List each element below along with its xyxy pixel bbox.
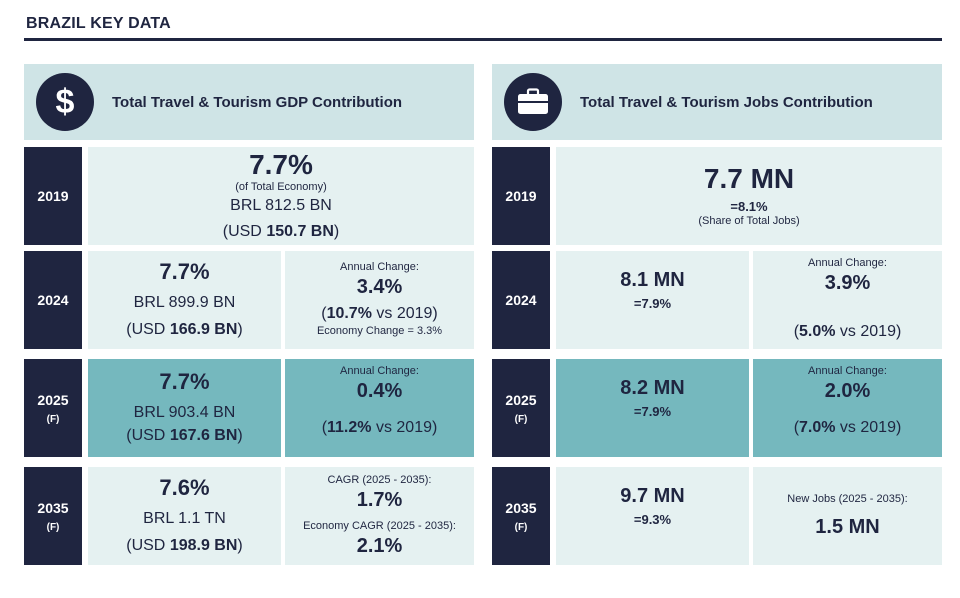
year-cell: 2019 [492,147,550,245]
jobs-row-2035: 2035 (F) 9.7 MN =9.3% New Jobs (2025 - 20… [492,467,942,565]
jobs-total: 7.7 MN [703,162,795,194]
gdp-2025-change-cell: Annual Change: 0.4% (11.2% vs 2019) [285,359,474,457]
year-cell: 2019 [24,147,82,245]
economy-cagr-value: 2.1% [356,534,403,557]
gdp-usd-value: (USD 166.9 BN) [126,320,243,338]
gdp-share: 7.7% [159,368,210,394]
jobs-panel: Total Travel & Tourism Jobs Contribution… [492,64,942,565]
gdp-local-value: BRL 812.5 BN [230,196,332,214]
year-label: 2035 [37,499,69,516]
new-jobs-value: 1.5 MN [815,515,880,538]
jobs-2024-change-cell: Annual Change: 3.9% (5.0% vs 2019) [753,251,942,349]
gdp-share-note: (of Total Economy) [235,180,327,193]
gdp-usd-value: (USD 167.6 BN) [126,426,243,444]
jobs-total: 8.2 MN [620,377,685,399]
jobs-2035-new-jobs-cell: New Jobs (2025 - 2035): 1.5 MN [753,467,942,565]
gdp-2024-main-cell: 7.7% BRL 899.9 BN (USD 166.9 BN) [88,251,281,349]
gdp-row-2035: 2035 (F) 7.6% BRL 1.1 TN (USD 198.9 BN) C… [24,467,474,565]
gdp-2035-cagr-cell: CAGR (2025 - 2035): 1.7% Economy CAGR (2… [285,467,474,565]
gdp-row-2024: 2024 7.7% BRL 899.9 BN (USD 166.9 BN) An… [24,251,474,349]
year-label: 2019 [37,188,69,204]
vs-2019: (11.2% vs 2019) [321,418,438,436]
economy-cagr-label: Economy CAGR (2025 - 2035): [303,520,456,532]
forecast-label: (F) [514,413,528,425]
gdp-panel: $ Total Travel & Tourism GDP Contributio… [24,64,474,565]
annual-change-value: 3.4% [356,275,403,298]
forecast-label: (F) [514,521,528,533]
jobs-panel-title: Total Travel & Tourism Jobs Contribution [580,93,873,111]
jobs-2024-main-cell: 8.1 MN =7.9% [556,251,749,349]
year-cell: 2025 (F) [492,359,550,457]
annual-change-value: 3.9% [824,271,871,294]
forecast-label: (F) [46,521,60,533]
cagr-label: CAGR (2025 - 2035): [327,474,432,487]
jobs-share-note: (Share of Total Jobs) [698,215,800,228]
gdp-row-2025: 2025 (F) 7.7% BRL 903.4 BN (USD 167.6 BN)… [24,359,474,457]
title-divider [24,38,942,41]
cagr-value: 1.7% [356,489,403,511]
year-cell: 2035 (F) [24,467,82,565]
jobs-row-2025: 2025 (F) 8.2 MN =7.9% Annual Change: 2.0%… [492,359,942,457]
gdp-share: 7.6% [159,474,210,500]
jobs-panel-header: Total Travel & Tourism Jobs Contribution [492,64,942,140]
gdp-local-value: BRL 899.9 BN [133,294,236,312]
year-label: 2025 [37,391,69,408]
year-label: 2035 [505,499,537,516]
year-cell: 2035 (F) [492,467,550,565]
gdp-2019-cell: 7.7% (of Total Economy) BRL 812.5 BN (US… [88,147,474,245]
year-label: 2019 [505,188,537,204]
year-cell: 2025 (F) [24,359,82,457]
page-title: BRAZIL KEY DATA [26,15,171,32]
jobs-share: =7.9% [633,296,672,311]
annual-change-label: Annual Change: [808,365,887,377]
jobs-row-2024: 2024 8.1 MN =7.9% Annual Change: 3.9% (5… [492,251,942,349]
gdp-panel-title: Total Travel & Tourism GDP Contribution [112,93,403,111]
jobs-2019-cell: 7.7 MN =8.1% (Share of Total Jobs) [556,147,942,245]
annual-change-label: Annual Change: [340,261,419,274]
jobs-share: =9.3% [633,512,672,527]
jobs-share: =8.1% [730,199,768,215]
briefcase-icon [504,73,562,131]
gdp-share: 7.7% [159,258,210,284]
year-label: 2025 [505,391,537,408]
year-label: 2024 [505,292,537,308]
vs-2019: (7.0% vs 2019) [793,418,902,436]
gdp-share: 7.7% [249,148,313,180]
annual-change-label: Annual Change: [808,257,887,269]
jobs-total: 9.7 MN [620,485,685,507]
year-label: 2024 [37,292,69,308]
gdp-2025-main-cell: 7.7% BRL 903.4 BN (USD 167.6 BN) [88,359,281,457]
gdp-local-value: BRL 903.4 BN [133,404,236,422]
gdp-2035-main-cell: 7.6% BRL 1.1 TN (USD 198.9 BN) [88,467,281,565]
dollar-icon: $ [36,73,94,131]
gdp-panel-header: $ Total Travel & Tourism GDP Contributio… [24,64,474,140]
forecast-label: (F) [46,413,60,425]
gdp-row-2019: 2019 7.7% (of Total Economy) BRL 812.5 B… [24,147,474,245]
jobs-2025-change-cell: Annual Change: 2.0% (7.0% vs 2019) [753,359,942,457]
annual-change-value: 2.0% [824,379,871,402]
jobs-share: =7.9% [633,404,672,419]
vs-2019: (5.0% vs 2019) [793,322,902,340]
gdp-usd-value: (USD 198.9 BN) [126,536,243,554]
year-cell: 2024 [492,251,550,349]
gdp-local-value: BRL 1.1 TN [143,510,226,528]
jobs-total: 8.1 MN [620,269,685,291]
annual-change-value: 0.4% [356,379,403,402]
gdp-2024-change-cell: Annual Change: 3.4% (10.7% vs 2019) Econ… [285,251,474,349]
gdp-usd-value: (USD 150.7 BN) [222,222,340,240]
vs-2019: (10.7% vs 2019) [321,304,438,322]
year-cell: 2024 [24,251,82,349]
jobs-2035-main-cell: 9.7 MN =9.3% [556,467,749,565]
new-jobs-label: New Jobs (2025 - 2035): [787,493,908,506]
jobs-2025-main-cell: 8.2 MN =7.9% [556,359,749,457]
jobs-row-2019: 2019 7.7 MN =8.1% (Share of Total Jobs) [492,147,942,245]
annual-change-label: Annual Change: [340,365,419,377]
economy-change-note: Economy Change = 3.3% [316,325,443,338]
